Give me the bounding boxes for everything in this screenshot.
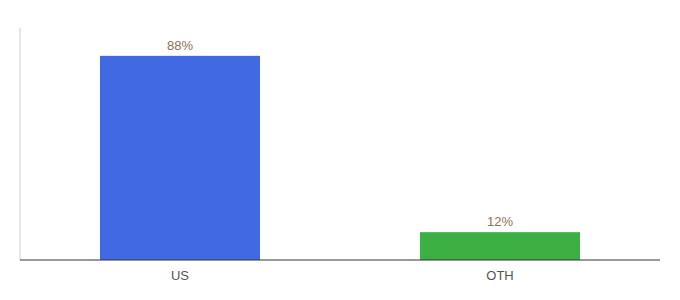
bar (420, 232, 580, 260)
axes (20, 28, 660, 260)
x-tick-labels: US OTH (171, 268, 514, 283)
y-axis-line (20, 28, 21, 260)
bar (100, 56, 260, 260)
chart-svg: US OTH 88% 12% (0, 0, 680, 300)
x-tick-label: OTH (486, 268, 513, 283)
x-tick-label: US (171, 268, 189, 283)
data-label: 88% (167, 38, 193, 53)
data-label: 12% (487, 214, 513, 229)
bars (100, 56, 580, 260)
chart-container: US OTH 88% 12% (0, 0, 680, 300)
data-labels: 88% 12% (167, 38, 513, 229)
x-axis-line (20, 260, 660, 261)
